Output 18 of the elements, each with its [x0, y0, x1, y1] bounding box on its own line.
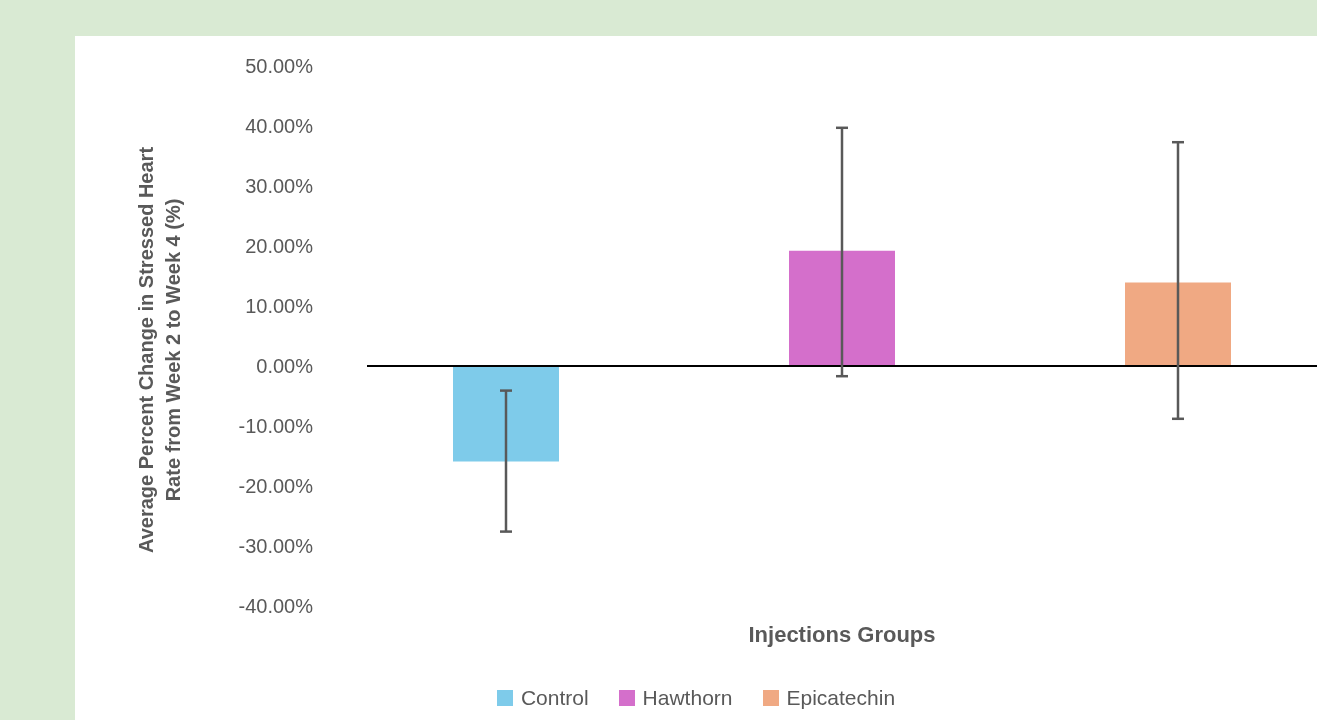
- y-tick-label: 10.00%: [245, 295, 314, 318]
- y-tick-label: 40.00%: [245, 115, 314, 138]
- y-tick-label: 30.00%: [245, 175, 314, 198]
- y-axis-title: Average Percent Change in Stressed Heart Rate from Week 2 to Week 4 (%): [134, 145, 185, 556]
- legend-label: Hawthorn: [642, 686, 733, 710]
- bar: [789, 250, 895, 366]
- y-tick-label: -20.00%: [238, 475, 314, 498]
- bar: [453, 366, 559, 462]
- bar: [1125, 282, 1231, 366]
- y-tick-label: -40.00%: [238, 595, 314, 618]
- x-axis-title: Injections Groups: [748, 621, 936, 647]
- y-tick-label: -30.00%: [238, 535, 314, 558]
- y-tick-label: 50.00%: [245, 55, 314, 78]
- legend-label: Epicatechin: [786, 686, 896, 710]
- legend-label: Control: [520, 686, 589, 710]
- y-tick-label: 0.00%: [256, 355, 314, 378]
- y-tick-label: 20.00%: [245, 235, 314, 258]
- y-tick-label: -10.00%: [238, 415, 314, 438]
